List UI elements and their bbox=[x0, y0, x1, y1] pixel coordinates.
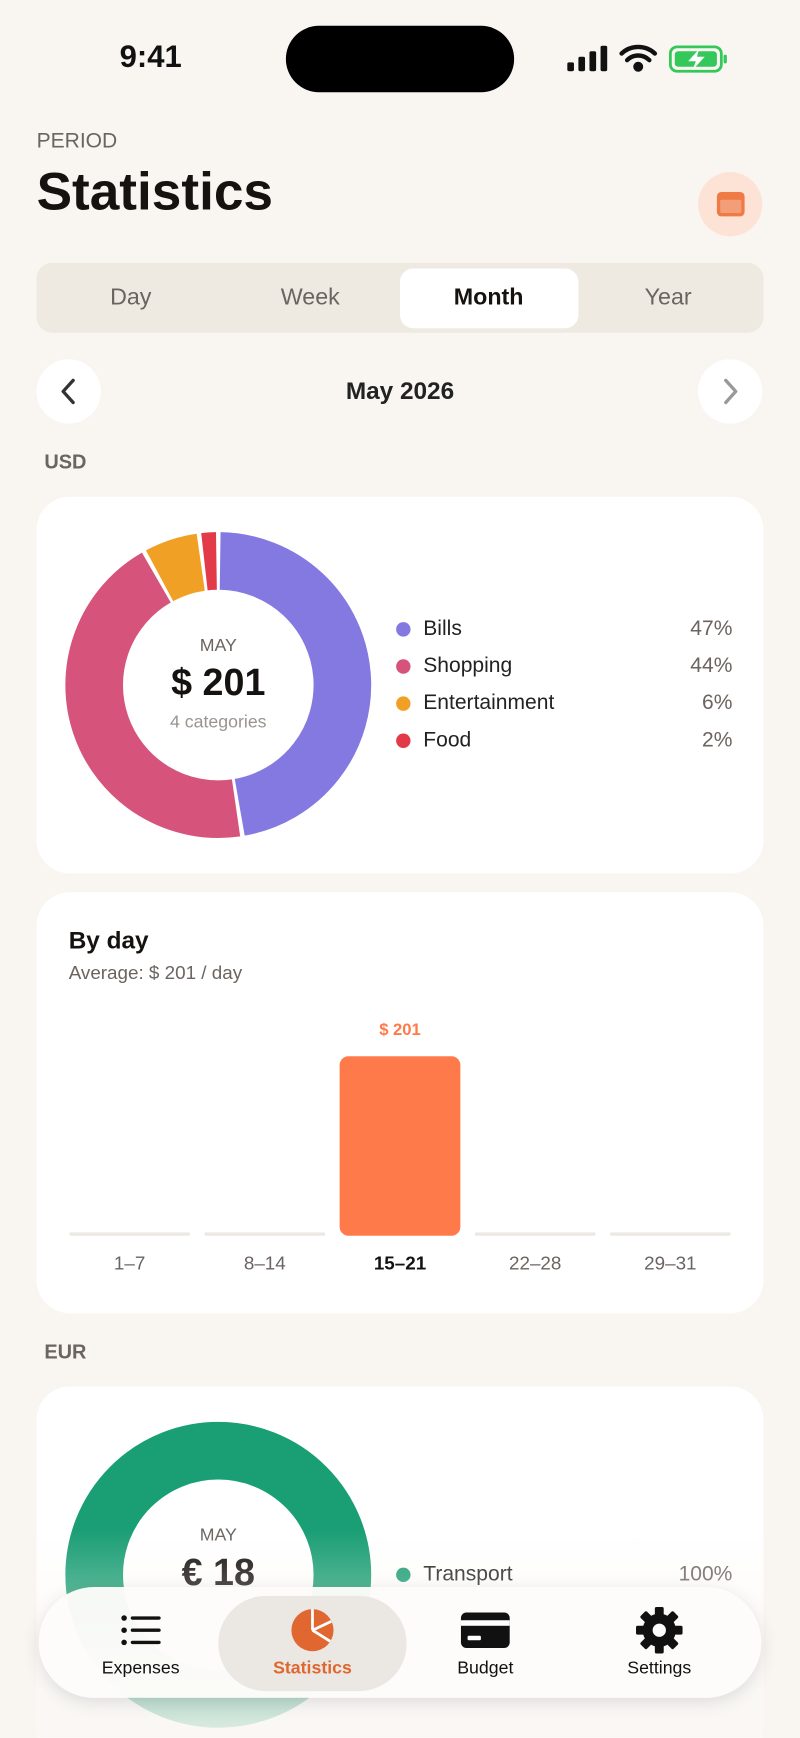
tab-bar-item[interactable]: Statistics bbox=[218, 1595, 407, 1692]
legend-name: Entertainment bbox=[423, 691, 554, 714]
status-time: 9:41 bbox=[120, 39, 182, 74]
header-title: Statistics bbox=[37, 162, 273, 221]
calendar-button[interactable] bbox=[698, 172, 763, 237]
legend-name: Bills bbox=[423, 617, 462, 640]
icon-part bbox=[652, 1623, 666, 1637]
bar-category-label: 1–7 bbox=[114, 1253, 145, 1274]
tab-bar-label: Expenses bbox=[102, 1658, 180, 1678]
tab-bar-item[interactable]: Settings bbox=[627, 1606, 691, 1678]
period-label: May 2026 bbox=[346, 378, 454, 405]
icon-part bbox=[121, 1639, 127, 1646]
donut-center-label: MAY bbox=[200, 635, 237, 655]
bar-value-label: $ 201 bbox=[379, 1020, 421, 1039]
bar-empty bbox=[609, 1232, 731, 1236]
bar bbox=[339, 1056, 461, 1236]
tab[interactable]: Week bbox=[281, 284, 340, 310]
donut-segment bbox=[201, 532, 218, 591]
icon-part bbox=[130, 1616, 161, 1620]
icon-part bbox=[460, 1612, 510, 1648]
bar-empty bbox=[69, 1232, 191, 1236]
currency-label: EUR bbox=[44, 1341, 86, 1363]
legend-name: Food bbox=[423, 728, 471, 751]
tab-label: Month bbox=[454, 284, 524, 310]
icon-part bbox=[311, 1609, 332, 1643]
prev-button[interactable] bbox=[36, 359, 101, 424]
tab[interactable]: Day bbox=[110, 284, 152, 310]
icon-part bbox=[121, 1615, 127, 1621]
dynamic-island bbox=[285, 25, 515, 93]
card-subtitle: Average: $ 201 / day bbox=[69, 962, 243, 983]
tab[interactable]: Month bbox=[400, 268, 579, 329]
bar-category-label: 15–21 bbox=[374, 1253, 426, 1274]
icon-part bbox=[130, 1628, 161, 1632]
header-overline: PERIOD bbox=[37, 130, 118, 153]
donut-segment bbox=[145, 533, 206, 602]
tab-bar-label: Budget bbox=[457, 1658, 513, 1678]
bar-empty bbox=[204, 1232, 326, 1236]
donut-total: $ 201 bbox=[171, 661, 265, 703]
legend-value: 47% bbox=[690, 617, 732, 640]
card bbox=[36, 496, 764, 874]
tab-label: Week bbox=[281, 284, 340, 310]
tab-bar-label: Statistics bbox=[273, 1658, 352, 1678]
icon-part bbox=[460, 1620, 510, 1626]
tab-active-bg bbox=[400, 268, 579, 329]
bar-category-label: 8–14 bbox=[244, 1253, 286, 1274]
segmented-control bbox=[36, 262, 764, 333]
legend-dot bbox=[396, 622, 411, 637]
tab-label: Day bbox=[110, 284, 152, 310]
donut-segment bbox=[218, 532, 372, 836]
battery-icon bbox=[668, 45, 727, 73]
legend-dot bbox=[396, 659, 411, 674]
wifi-icon bbox=[619, 44, 658, 72]
legend-dot bbox=[396, 733, 411, 748]
bar-category-label: 29–31 bbox=[644, 1253, 696, 1274]
legend-dot bbox=[396, 696, 411, 711]
icon-part bbox=[130, 1640, 161, 1645]
legend-name: Shopping bbox=[423, 654, 512, 677]
next-button[interactable] bbox=[698, 359, 763, 424]
tab-bar-item[interactable]: Expenses bbox=[102, 1615, 180, 1678]
bar-empty bbox=[474, 1232, 596, 1236]
icon-part bbox=[121, 1627, 127, 1633]
bar-category-label: 22–28 bbox=[509, 1253, 561, 1274]
tab[interactable]: Year bbox=[645, 284, 692, 310]
icon-part bbox=[467, 1635, 481, 1641]
signal-icon bbox=[567, 45, 608, 72]
legend-value: 6% bbox=[702, 691, 732, 714]
donut-segment bbox=[65, 552, 241, 838]
legend-value: 44% bbox=[690, 654, 732, 677]
donut-subtitle: 4 categories bbox=[170, 711, 267, 731]
card-title: By day bbox=[69, 928, 149, 955]
legend-value: 2% bbox=[702, 728, 732, 751]
tab-label: Year bbox=[645, 284, 692, 310]
currency-label: USD bbox=[44, 452, 86, 474]
tab-bar-label: Settings bbox=[627, 1658, 691, 1678]
tab-bar-item[interactable]: Budget bbox=[457, 1612, 513, 1678]
